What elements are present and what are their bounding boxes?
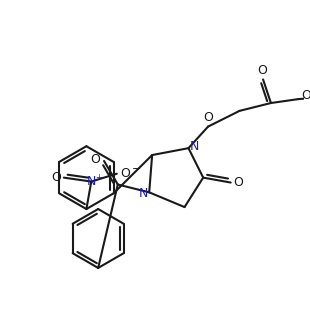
- Text: O: O: [257, 64, 267, 77]
- Text: N: N: [190, 140, 199, 153]
- Text: O: O: [203, 111, 213, 124]
- Text: N: N: [139, 187, 148, 200]
- Text: O: O: [301, 89, 310, 102]
- Text: O: O: [234, 176, 243, 189]
- Text: +: +: [95, 173, 102, 182]
- Text: O: O: [51, 171, 61, 184]
- Text: O: O: [121, 167, 131, 180]
- Text: O: O: [90, 153, 100, 166]
- Text: N: N: [86, 175, 96, 188]
- Text: −: −: [132, 164, 141, 174]
